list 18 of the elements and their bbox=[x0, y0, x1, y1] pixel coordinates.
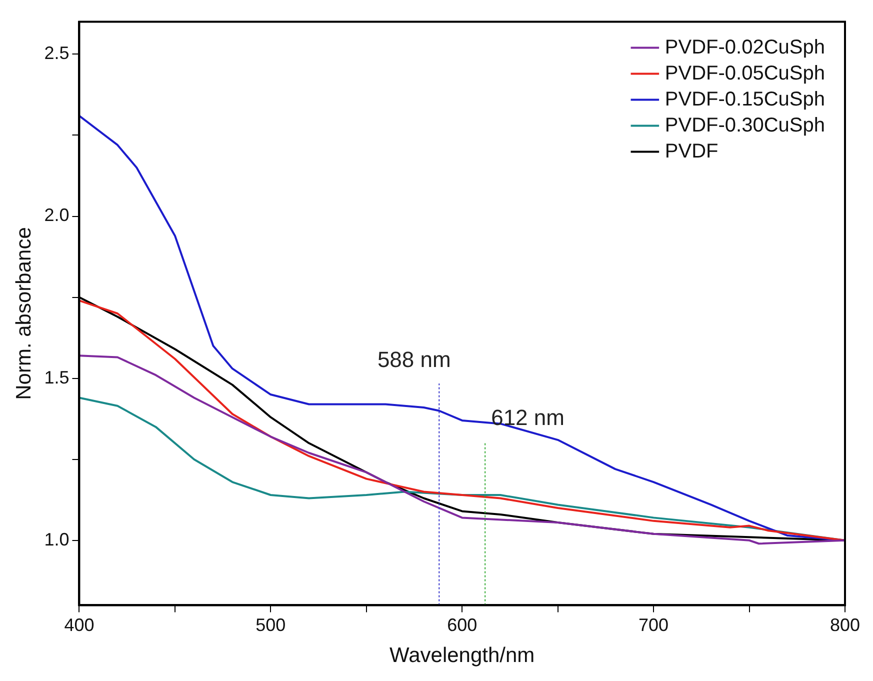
ref-line-label: 612 nm bbox=[491, 405, 564, 430]
legend-label: PVDF-0.05CuSph bbox=[664, 62, 825, 84]
y-tick-label: 2.5 bbox=[44, 43, 70, 64]
legend-label: PVDF-0.30CuSph bbox=[664, 114, 825, 136]
legend-label: PVDF bbox=[664, 140, 718, 162]
y-tick-label: 2.0 bbox=[44, 205, 70, 226]
x-tick-label: 800 bbox=[830, 614, 860, 635]
x-tick-label: 700 bbox=[638, 614, 669, 635]
x-tick-label: 400 bbox=[64, 614, 94, 635]
legend-label: PVDF-0.15CuSph bbox=[664, 88, 825, 110]
legend-label: PVDF-0.02CuSph bbox=[664, 36, 825, 58]
x-axis-title: Wavelength/nm bbox=[390, 644, 535, 668]
y-tick-label: 1.5 bbox=[44, 367, 70, 388]
x-tick-label: 600 bbox=[447, 614, 478, 635]
y-axis-title: Norm. absorbance bbox=[12, 227, 36, 400]
x-tick-label: 500 bbox=[256, 614, 286, 635]
ref-line-label: 588 nm bbox=[377, 346, 451, 372]
y-tick-label: 1.0 bbox=[44, 529, 70, 550]
